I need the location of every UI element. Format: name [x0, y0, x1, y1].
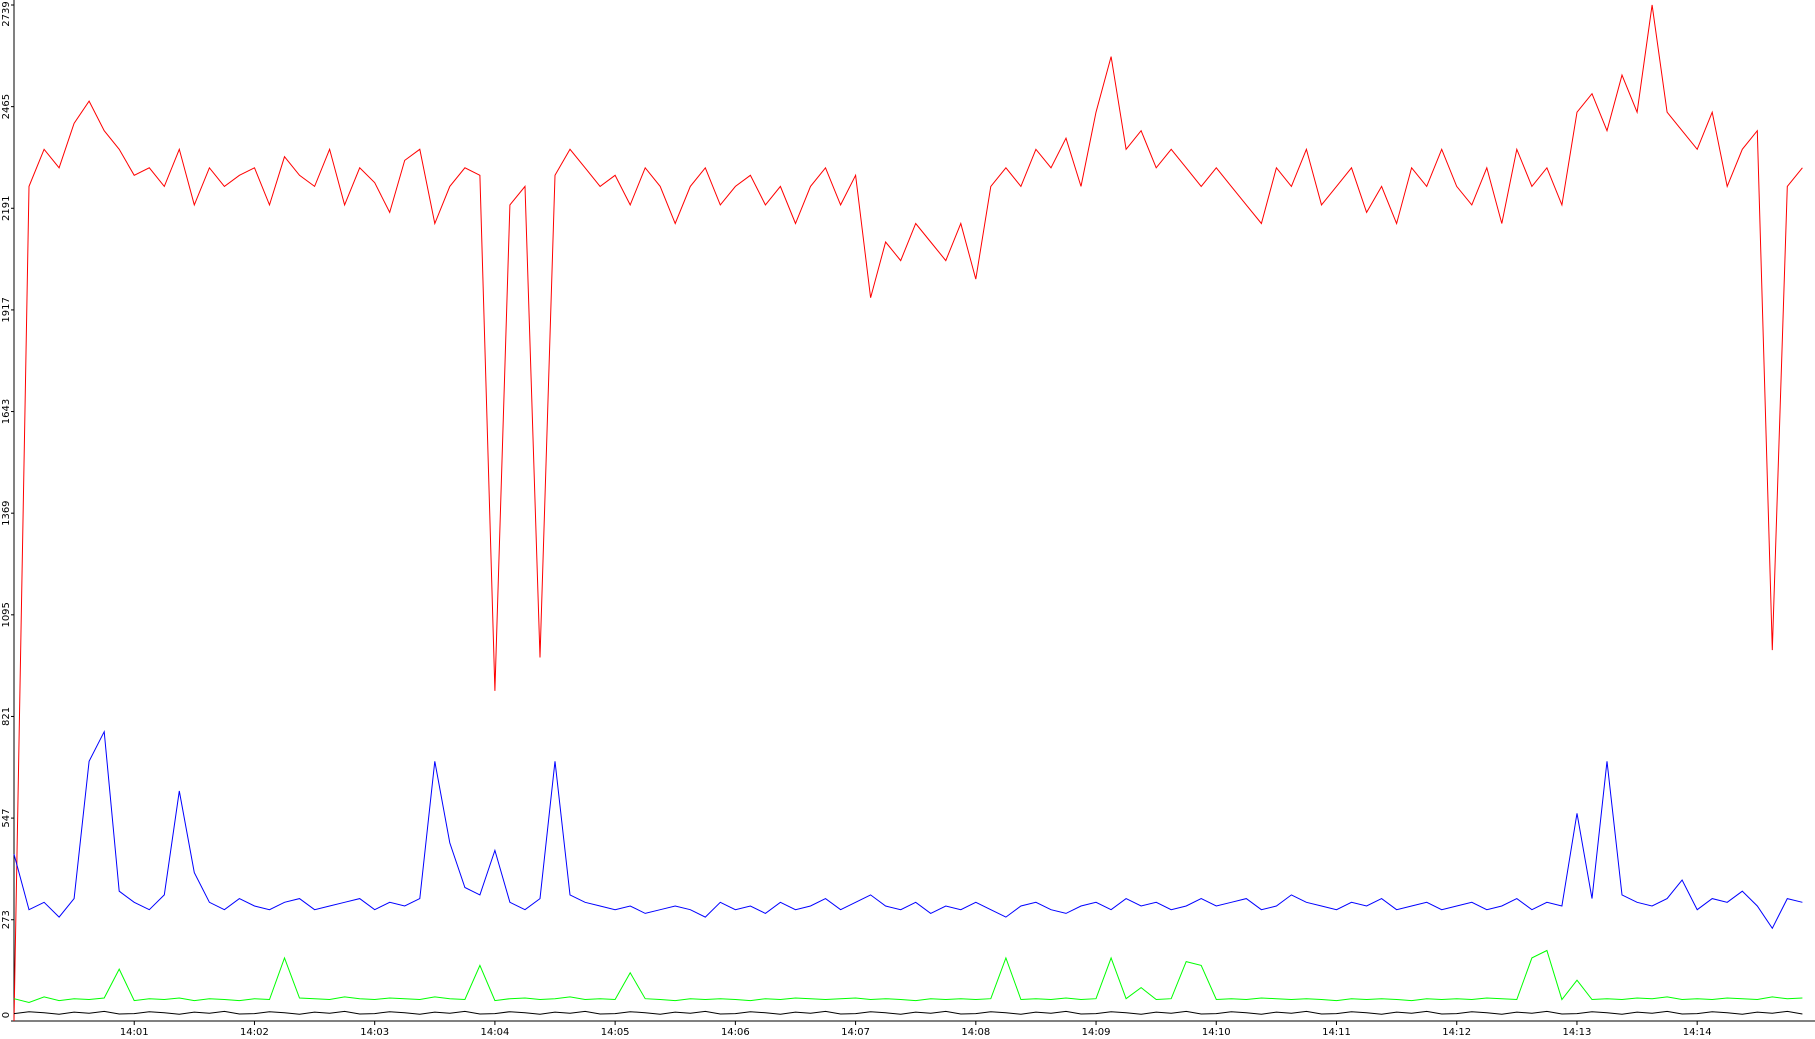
x-tick-label: 14:02 — [240, 1027, 269, 1038]
y-tick-label: 2191 — [1, 196, 12, 221]
x-tick-label: 14:10 — [1202, 1027, 1231, 1038]
x-tick-label: 14:08 — [961, 1027, 990, 1038]
y-tick-label: 1917 — [1, 297, 12, 322]
x-tick-label: 14:05 — [601, 1027, 630, 1038]
y-tick-label: 2739 — [1, 1, 12, 26]
series-line — [13, 729, 1803, 930]
x-tick-label: 14:11 — [1322, 1027, 1351, 1038]
series-line — [13, 1010, 1803, 1015]
y-tick-label: 821 — [1, 707, 12, 726]
x-tick-label: 14:07 — [841, 1027, 870, 1038]
y-tick-label: 2465 — [1, 94, 12, 119]
x-tick-label: 14:04 — [480, 1027, 509, 1038]
series-line — [13, 4, 1803, 1022]
y-tick-label: 1369 — [1, 500, 12, 525]
y-tick-label: 547 — [1, 809, 12, 828]
y-tick-label: 0 — [1, 1012, 12, 1018]
series-line — [13, 949, 1803, 1004]
x-tick-label: 14:14 — [1683, 1027, 1712, 1038]
x-tick-label: 14:13 — [1563, 1027, 1592, 1038]
y-tick-label: 273 — [1, 910, 12, 929]
y-tick-label: 1095 — [1, 602, 12, 627]
y-tick-label: 1643 — [1, 399, 12, 424]
x-tick-label: 14:06 — [721, 1027, 750, 1038]
x-tick-label: 14:03 — [360, 1027, 389, 1038]
x-tick-label: 14:12 — [1442, 1027, 1471, 1038]
x-tick-label: 14:01 — [120, 1027, 149, 1038]
x-tick-label: 14:09 — [1082, 1027, 1111, 1038]
